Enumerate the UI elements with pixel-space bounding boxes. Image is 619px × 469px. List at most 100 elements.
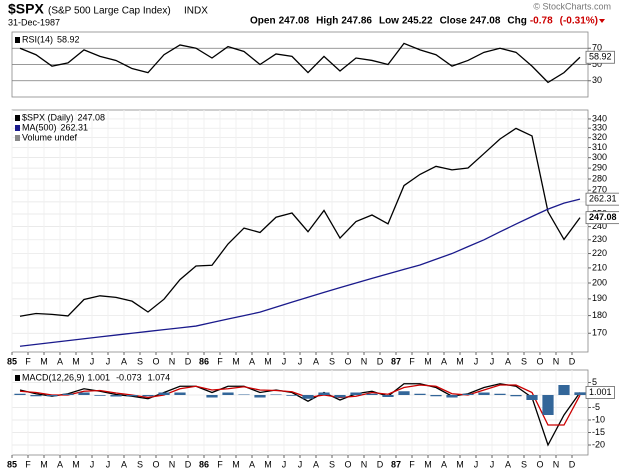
chg-pct: (-0.31%) — [560, 16, 598, 27]
y-tick-label: -10 — [592, 414, 605, 424]
x-tick-label: M — [232, 459, 240, 469]
legend-swatch — [15, 135, 20, 141]
high-label: High — [316, 16, 338, 27]
histogram-bar — [478, 392, 490, 395]
histogram-bar — [286, 395, 298, 396]
y-tick-label: 170 — [592, 328, 607, 338]
histogram-bar — [222, 392, 234, 395]
x-tick-label: J — [106, 459, 111, 469]
histogram-bar — [238, 394, 250, 395]
y-tick-label: 320 — [592, 132, 607, 142]
x-tick-label: D — [377, 356, 384, 366]
legend-name: MA(500) — [22, 122, 57, 132]
value-box — [585, 192, 619, 206]
histogram-bar — [398, 391, 410, 395]
histogram-bar — [446, 395, 458, 398]
x-tick-label: 86 — [199, 459, 209, 469]
histogram-bar — [462, 393, 474, 395]
x-tick-label: 85 — [7, 356, 17, 366]
legend-value: 1.001 — [88, 372, 111, 382]
legend-value: 262.31 — [61, 122, 89, 132]
high: 247.86 — [341, 16, 372, 27]
y-tick-label: 290 — [592, 163, 607, 173]
histogram-bar — [558, 385, 570, 395]
x-tick-label: F — [25, 356, 31, 366]
y-tick-label: 210 — [592, 262, 607, 272]
y-tick-label: -5 — [592, 402, 600, 412]
histogram-bar — [526, 395, 538, 400]
x-tick-label: D — [185, 356, 192, 366]
y-tick-label: 310 — [592, 142, 607, 152]
y-tick-label: 190 — [592, 293, 607, 303]
y-tick-label: 300 — [592, 152, 607, 162]
x-tick-label: D — [569, 459, 576, 469]
histogram-bar — [62, 393, 74, 395]
x-tick-label: J — [474, 356, 479, 366]
x-tick-label: M — [232, 356, 240, 366]
x-tick-label: N — [553, 356, 560, 366]
y-tick-label: 70 — [592, 43, 602, 53]
x-tick-label: A — [121, 356, 127, 366]
legend-value: 1.074 — [148, 372, 171, 382]
x-tick-label: J — [282, 459, 287, 469]
legend-name: $SPX (Daily) — [22, 112, 74, 122]
x-tick-label: O — [152, 459, 159, 469]
x-tick-label: J — [490, 356, 495, 366]
x-tick-label: A — [313, 459, 319, 469]
y-tick-label: 220 — [592, 248, 607, 258]
close: 247.08 — [470, 16, 501, 27]
x-tick-label: J — [282, 356, 287, 366]
histogram-bar — [494, 393, 506, 395]
histogram-bar — [574, 392, 586, 395]
x-tick-label: M — [40, 459, 48, 469]
y-tick-label: 200 — [592, 277, 607, 287]
histogram-bar — [126, 395, 138, 397]
open-label: Open — [250, 16, 276, 27]
x-tick-label: J — [90, 459, 95, 469]
x-tick-label: N — [553, 459, 560, 469]
low: 245.22 — [402, 16, 433, 27]
x-tick-label: S — [521, 459, 527, 469]
x-tick-label: J — [490, 459, 495, 469]
x-tick-label: A — [313, 356, 319, 366]
x-tick-label: O — [536, 356, 543, 366]
value-box-label: 1.001 — [589, 387, 612, 397]
x-tick-label: J — [90, 356, 95, 366]
low-label: Low — [379, 16, 399, 27]
histogram-bar — [270, 394, 282, 395]
value-box — [585, 50, 615, 64]
value-box-label: 58.92 — [589, 52, 612, 62]
y-tick-label: -15 — [592, 427, 605, 437]
histogram-bar — [174, 392, 186, 395]
histogram-bar — [14, 393, 26, 395]
x-tick-label: F — [25, 459, 31, 469]
legend-swatch — [15, 37, 20, 43]
x-tick-label: A — [505, 459, 511, 469]
x-tick-label: A — [57, 356, 63, 366]
x-tick-label: J — [298, 356, 303, 366]
x-tick-label: M — [264, 356, 272, 366]
x-tick-label: A — [57, 459, 63, 469]
x-tick-label: M — [456, 356, 464, 366]
histogram-bar — [46, 395, 58, 397]
x-tick-label: N — [169, 356, 176, 366]
histogram-bar — [78, 392, 90, 395]
histogram-bar — [334, 395, 346, 398]
x-tick-label: A — [441, 459, 447, 469]
x-tick-label: S — [329, 356, 335, 366]
x-tick-label: A — [441, 356, 447, 366]
histogram-bar — [254, 395, 266, 398]
histogram-bar — [206, 395, 218, 398]
x-tick-label: 87 — [391, 356, 401, 366]
volume-legend: Volume undef — [22, 132, 78, 142]
y-tick-label: 230 — [592, 234, 607, 244]
legend-swatch — [15, 115, 20, 121]
chg-label: Chg — [507, 16, 526, 27]
x-tick-label: N — [169, 459, 176, 469]
x-tick-label: F — [217, 356, 223, 366]
y-tick-label: 270 — [592, 185, 607, 195]
x-tick-label: O — [536, 459, 543, 469]
x-tick-label: O — [152, 356, 159, 366]
x-tick-label: F — [409, 356, 415, 366]
